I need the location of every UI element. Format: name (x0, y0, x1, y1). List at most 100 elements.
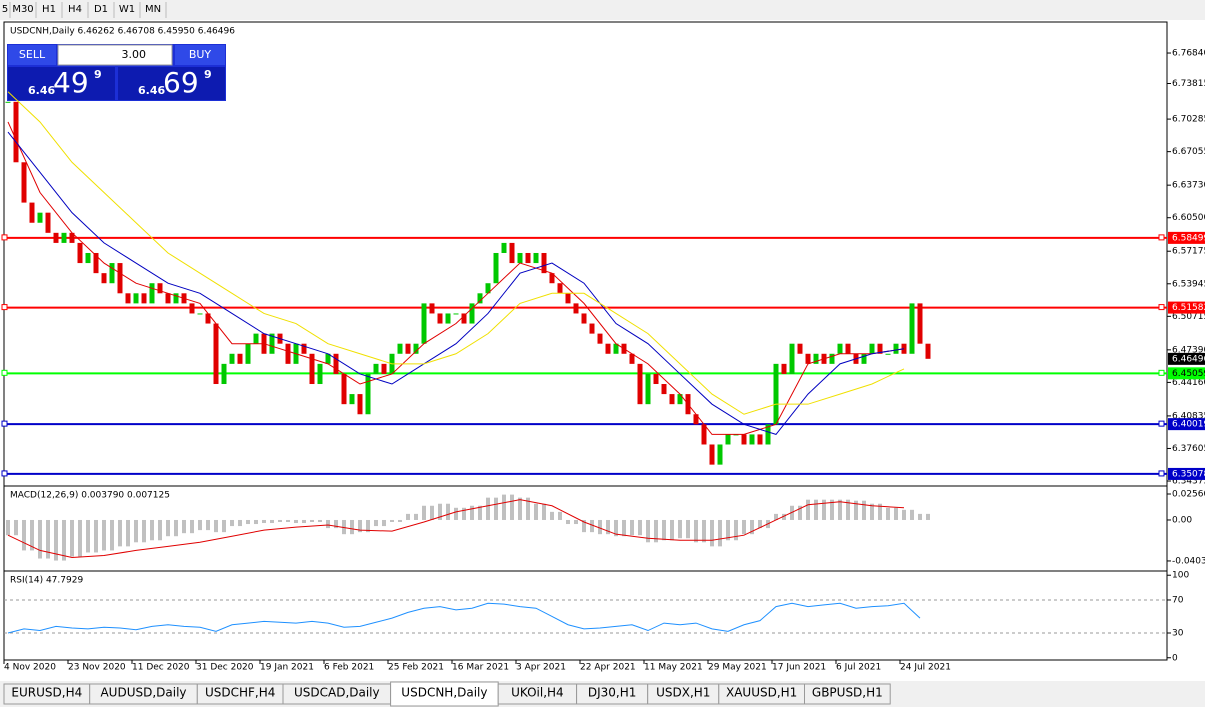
candle (797, 343, 803, 354)
macd-bar (798, 505, 802, 520)
chart-frame (3, 21, 1168, 661)
macd-bar (126, 519, 130, 547)
candle (269, 333, 275, 354)
macd-bar (326, 519, 330, 529)
symbol-tab-label[interactable]: USDCHF,H4 (205, 686, 275, 700)
y-tick-label: 6.50715 (1172, 312, 1205, 322)
level-label: 6.58499 (1172, 233, 1205, 243)
lots-value[interactable]: 3.00 (122, 48, 147, 61)
candle (565, 293, 571, 304)
symbol-tab-label[interactable]: EURUSD,H4 (11, 686, 82, 700)
candle (917, 303, 923, 344)
candle (45, 212, 51, 233)
lots-input[interactable] (57, 44, 173, 66)
symbol-tab-label[interactable]: AUDUSD,Daily (100, 686, 186, 700)
y-tick-label: 6.73815 (1172, 79, 1205, 89)
level-label-bg (1168, 367, 1205, 380)
y-tick-label: 6.44160 (1172, 378, 1205, 388)
level-label-bg (1168, 467, 1205, 480)
level-handle (1, 234, 8, 241)
level-handle (1158, 470, 1165, 477)
sell-label[interactable]: SELL (19, 48, 46, 61)
candle (373, 363, 379, 374)
macd-bar (238, 519, 242, 527)
macd-bar (742, 519, 746, 535)
macd-bar (334, 519, 338, 529)
candle (333, 353, 339, 374)
candle (549, 273, 555, 284)
macd-bar (422, 505, 426, 520)
level-handle (1158, 420, 1165, 427)
candle (173, 293, 179, 304)
level-label: 6.45059 (1172, 369, 1205, 379)
macd-bar (902, 509, 906, 520)
symbol-tab-label[interactable]: USDCNH,Daily (401, 686, 487, 700)
macd-bar (686, 519, 690, 539)
timeframe-button[interactable]: D1 (94, 4, 108, 15)
x-tick-label: 19 Jan 2021 (260, 663, 314, 673)
timeframe-button[interactable]: H1 (42, 4, 56, 15)
symbol-tab-label[interactable]: DJ30,H1 (588, 686, 637, 700)
ask-box[interactable] (118, 67, 225, 100)
ask-fraction: 9 (204, 68, 212, 81)
macd-bar (598, 519, 602, 535)
candle (517, 252, 523, 264)
macd-signal (7, 499, 905, 559)
symbol-tab-label[interactable]: XAUUSD,H1 (726, 686, 797, 700)
macd-bar (486, 497, 490, 520)
macd-bar (102, 519, 106, 551)
candle (237, 353, 243, 364)
buy-button[interactable] (175, 45, 225, 65)
macd-bar (718, 519, 722, 547)
macd-bar (174, 519, 178, 537)
x-tick-label: 16 Mar 2021 (452, 663, 509, 673)
macd-bar (150, 519, 154, 541)
rsi-line (7, 602, 921, 634)
level-label-bg (1168, 231, 1205, 244)
x-tick-label: 25 Feb 2021 (388, 663, 444, 673)
symbol-tab-label[interactable]: USDX,H1 (656, 686, 710, 700)
macd-bar (142, 519, 146, 543)
macd-bar (782, 513, 786, 520)
macd-bar (30, 519, 34, 551)
macd-bar (54, 519, 58, 561)
macd-bar (94, 519, 98, 553)
macd-bar (294, 519, 298, 524)
macd-bar (342, 519, 346, 535)
macd-bar (606, 519, 610, 535)
candle (53, 232, 59, 243)
timeframe-button[interactable]: 5 (2, 4, 8, 15)
bid-box[interactable] (8, 67, 115, 100)
timeframe-button[interactable]: M30 (12, 4, 33, 15)
candle (669, 394, 675, 405)
macd-bar (838, 499, 842, 520)
macd-bar (190, 519, 194, 534)
macd-bar (870, 503, 874, 520)
y-tick-label: -0.04038 (1172, 556, 1205, 566)
sell-button[interactable] (8, 45, 56, 65)
symbol-tab[interactable] (390, 681, 499, 707)
candle (893, 343, 899, 354)
y-tick-label: 70 (1172, 595, 1184, 605)
symbol-tab-label[interactable]: UKOil,H4 (511, 686, 564, 700)
rsi-title: RSI(14) 47.7929 (10, 576, 83, 586)
timeframe-button[interactable]: W1 (119, 4, 135, 15)
macd-bar (358, 519, 362, 533)
timeframe-button[interactable]: H4 (68, 4, 82, 15)
candle (573, 303, 579, 314)
y-tick-label: 6.53945 (1172, 279, 1205, 289)
buy-label[interactable]: BUY (189, 48, 212, 61)
candle (837, 343, 843, 354)
candle (221, 363, 227, 385)
level-label: 6.35078 (1172, 469, 1205, 479)
timeframe-button[interactable]: MN (145, 4, 161, 15)
candle (341, 373, 347, 405)
candle (381, 363, 387, 374)
symbol-tab[interactable] (804, 683, 891, 705)
candle (661, 384, 667, 395)
symbol-tab-label[interactable]: GBPUSD,H1 (812, 686, 883, 700)
macd-bar (894, 507, 898, 520)
x-tick-label: 6 Feb 2021 (324, 663, 374, 673)
symbol-tab-label[interactable]: USDCAD,Daily (294, 686, 380, 700)
candle (285, 343, 291, 364)
